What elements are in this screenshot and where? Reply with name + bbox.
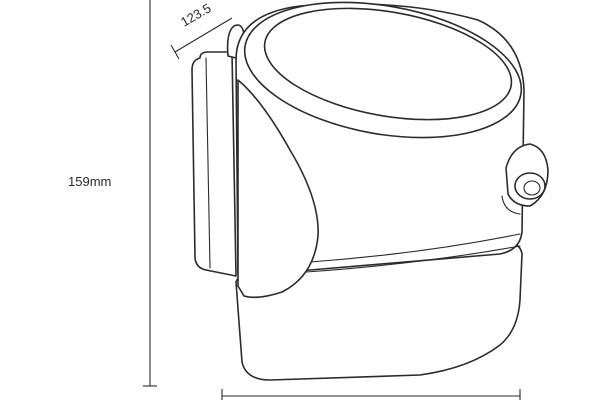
sensor-lens-inner [523, 180, 541, 196]
depth-dimension-label: 123.5 [178, 0, 214, 29]
mounting-plate [191, 51, 237, 277]
sensor-base [501, 195, 521, 215]
body-band-lower [305, 245, 521, 273]
depth-dimension-tick [170, 44, 180, 60]
depth-dimension-line [174, 17, 233, 53]
height-dimension-label: 159mm [68, 174, 111, 189]
lamp-drawing [191, 1, 549, 381]
top-face-inner [263, 7, 513, 121]
height-dimension: 159mm [68, 0, 157, 387]
body-band-upper [309, 233, 521, 263]
mounting-plate-edge [205, 57, 211, 269]
depth-dimension: 123.5 [170, 0, 233, 60]
width-dimension [221, 389, 521, 400]
motion-sensor [501, 143, 549, 215]
side-flap [237, 79, 319, 299]
